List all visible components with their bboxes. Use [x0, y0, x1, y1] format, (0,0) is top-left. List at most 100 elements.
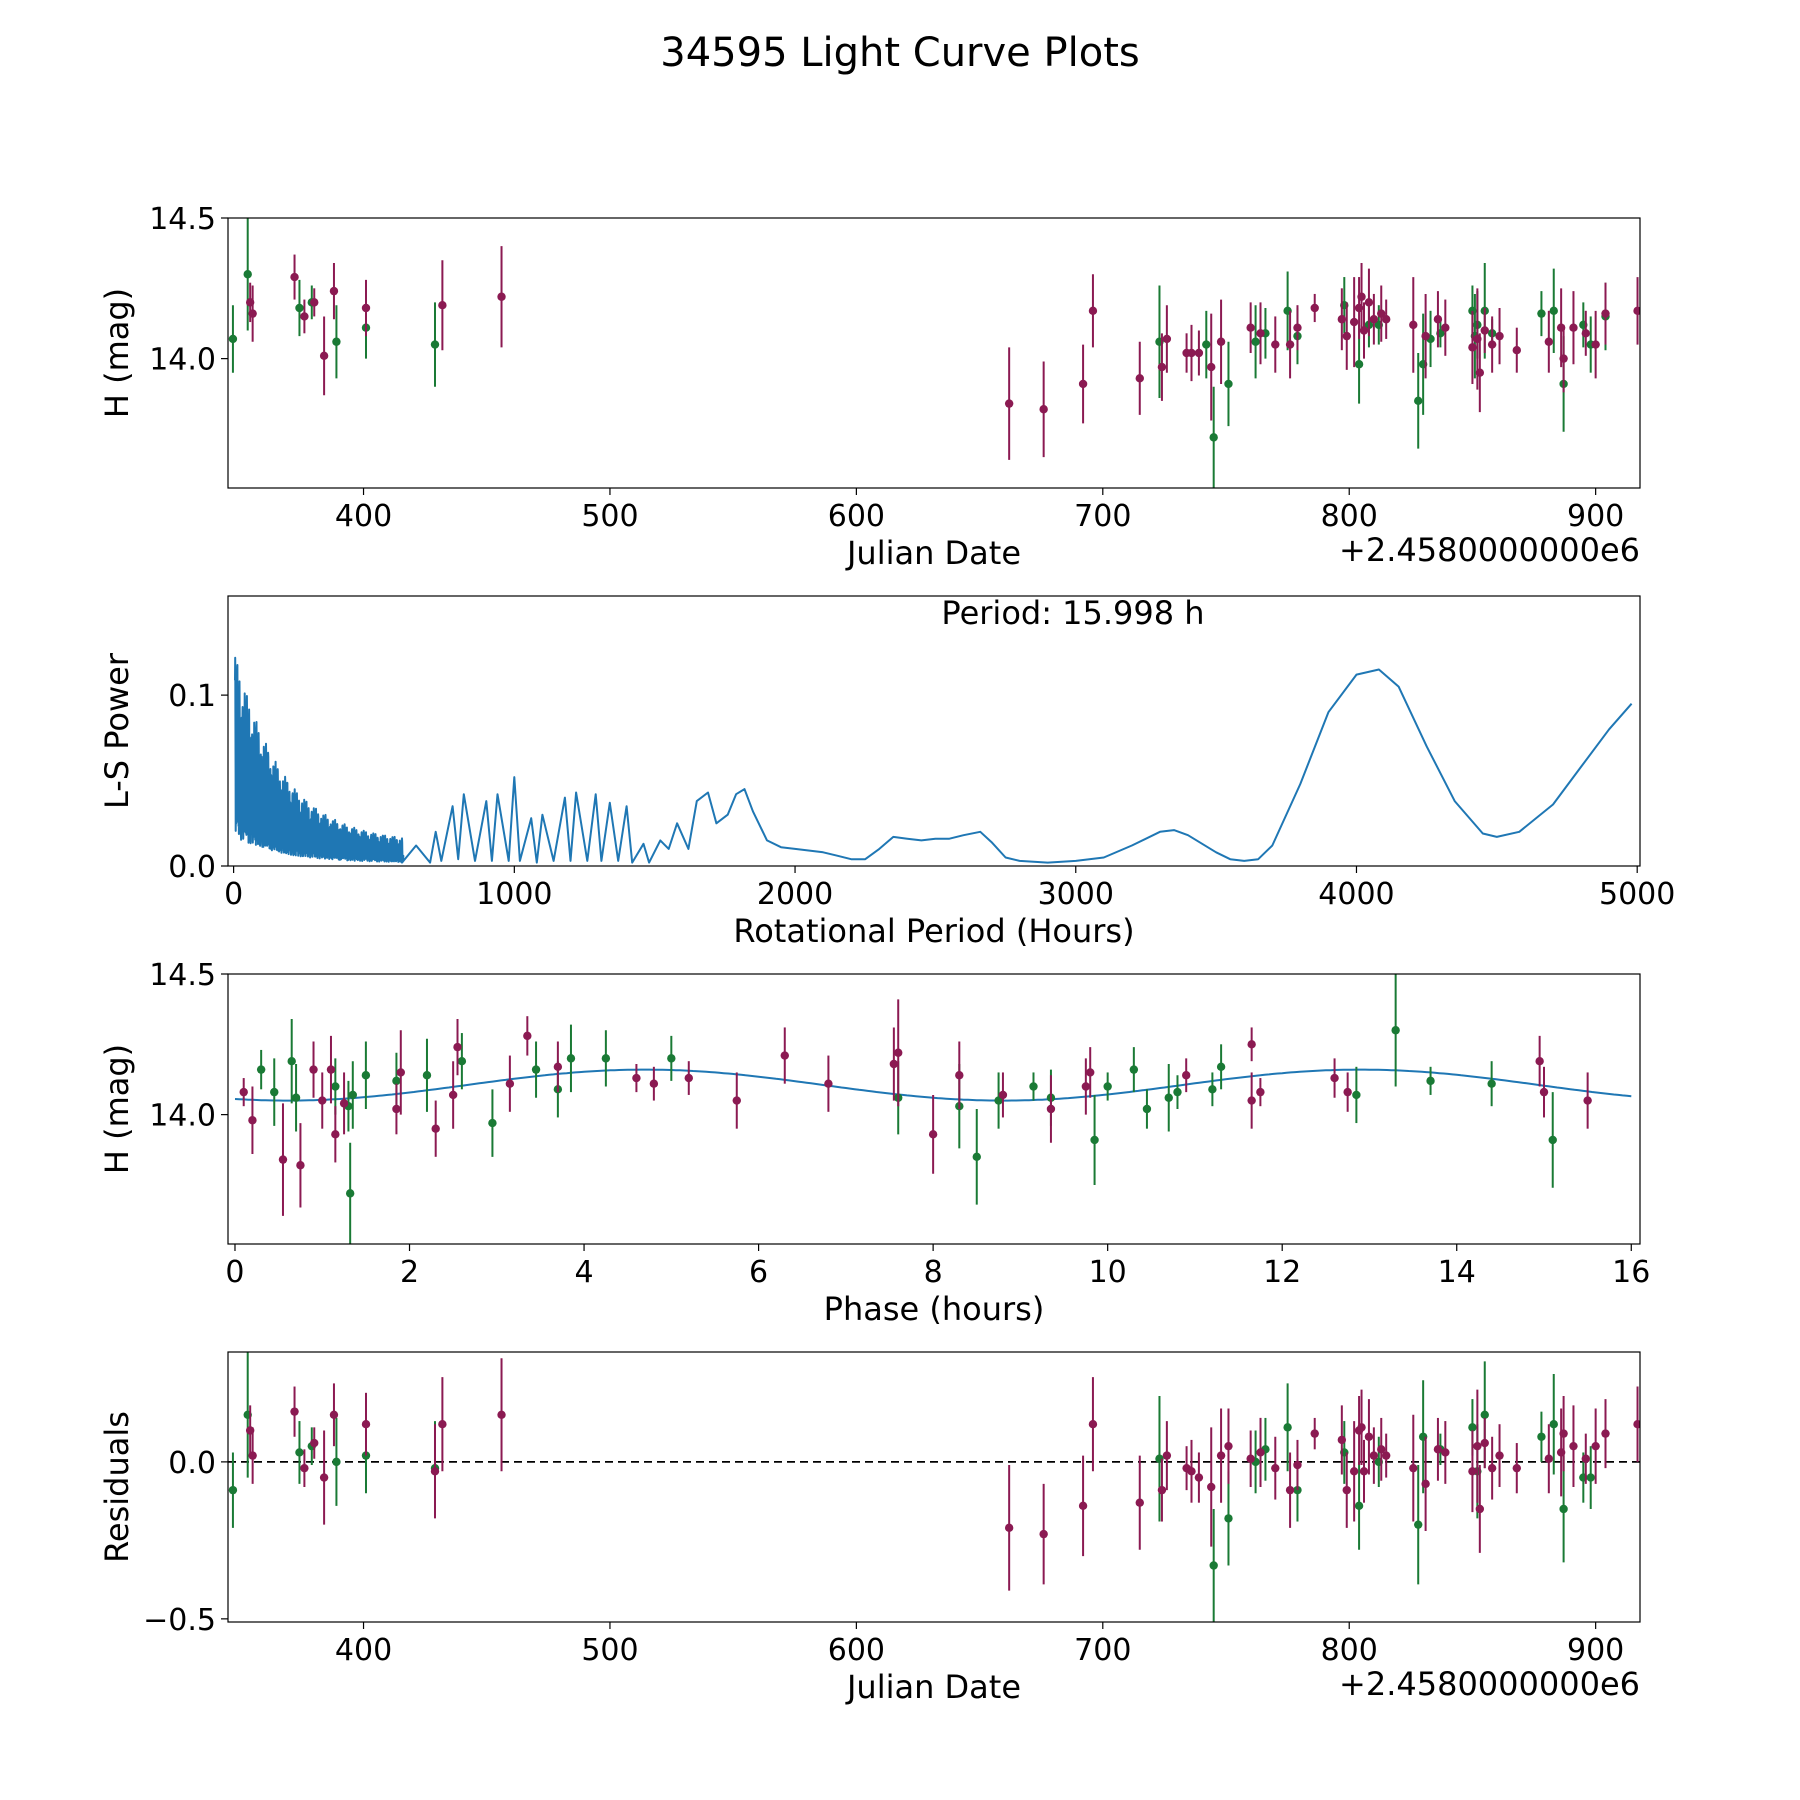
data-point-magenta: [1247, 1040, 1256, 1049]
data-point-green: [1129, 1065, 1139, 1074]
data-point-magenta: [1364, 298, 1374, 307]
data-point-magenta: [497, 1410, 506, 1419]
data-point-green: [1090, 1135, 1099, 1145]
data-point-magenta: [248, 1116, 257, 1125]
data-point-magenta: [1377, 1445, 1386, 1454]
data-point-green: [1293, 1485, 1302, 1495]
data-point-magenta: [438, 1420, 447, 1429]
data-point-green: [228, 334, 238, 344]
data-point-green: [1173, 1087, 1182, 1097]
data-point-magenta: [1441, 323, 1450, 332]
data-point-magenta: [1256, 1448, 1265, 1457]
data-point-green: [332, 1457, 341, 1467]
data-point-magenta: [1256, 1087, 1265, 1097]
data-point-magenta: [1512, 345, 1521, 355]
data-point-magenta: [1349, 317, 1359, 327]
x-tick-label: 900: [1567, 1633, 1624, 1668]
data-point-magenta: [1078, 1501, 1088, 1511]
data-point-magenta: [955, 1071, 964, 1080]
data-point-magenta: [1157, 1485, 1167, 1495]
periodogram-axes-frame: [227, 595, 1641, 867]
data-point-magenta: [632, 1073, 641, 1083]
data-point-magenta: [1487, 1463, 1497, 1473]
data-point-green: [488, 1118, 497, 1128]
data-point-magenta: [497, 292, 506, 301]
x-tick-label: 800: [1321, 1633, 1378, 1668]
data-point-magenta: [1480, 1438, 1489, 1448]
data-point-magenta: [319, 351, 329, 361]
data-point-green: [1142, 1104, 1152, 1114]
x-tick-label: 16: [1612, 1255, 1650, 1290]
x-offset-text: +2.4580000000e6: [1339, 531, 1640, 569]
figure-title: 34595 Light Curve Plots: [660, 30, 1139, 76]
data-point-magenta: [1409, 1463, 1418, 1473]
x-tick-label: 0: [224, 877, 243, 912]
data-point-magenta: [1310, 1429, 1319, 1438]
data-point-magenta: [1078, 379, 1088, 389]
data-point-green: [430, 340, 440, 349]
y-tick-label: 0.0: [168, 1446, 216, 1481]
data-point-green: [1480, 1410, 1489, 1419]
data-point-green: [1164, 1093, 1173, 1102]
x-tick-label: 3000: [1038, 877, 1114, 912]
data-point-magenta: [1583, 1096, 1592, 1105]
data-point-magenta: [318, 1096, 327, 1105]
data-point-green: [972, 1152, 981, 1162]
data-point-magenta: [1293, 323, 1302, 332]
data-point-magenta: [300, 1463, 309, 1473]
data-point-magenta: [1337, 1435, 1347, 1445]
data-point-green: [1352, 1090, 1361, 1100]
data-point-green: [1224, 1514, 1233, 1523]
data-point-magenta: [1381, 315, 1391, 324]
data-point-green: [1209, 433, 1218, 442]
data-point-magenta: [1246, 1454, 1255, 1463]
data-point-green: [345, 1189, 355, 1198]
data-point-magenta: [1421, 1479, 1430, 1489]
data-point-magenta: [1293, 1460, 1302, 1470]
data-point-green: [422, 1071, 432, 1080]
data-point-green: [1283, 1423, 1292, 1432]
x-tick-label: 4000: [1318, 877, 1394, 912]
data-point-magenta: [1187, 1467, 1196, 1476]
data-point-magenta: [649, 1079, 659, 1088]
data-point-green: [1487, 1079, 1496, 1088]
data-point-magenta: [1207, 362, 1216, 372]
data-point-magenta: [296, 1161, 305, 1170]
data-point-magenta: [1421, 331, 1430, 341]
data-point-magenta: [339, 1099, 349, 1108]
data-point-green: [1354, 1501, 1364, 1511]
data-point-magenta: [1381, 1451, 1391, 1460]
data-point-magenta: [1342, 331, 1351, 341]
data-point-magenta: [1559, 354, 1568, 363]
data-point-green: [228, 1485, 238, 1495]
y-tick-label: 14.5: [149, 958, 216, 993]
data-point-magenta: [998, 1090, 1008, 1100]
data-point-green: [1586, 1473, 1595, 1482]
y-tick-label: 0.1: [168, 679, 216, 714]
data-point-magenta: [824, 1079, 833, 1088]
x-tick-label: 600: [828, 1633, 885, 1668]
data-point-magenta: [290, 1407, 299, 1416]
data-point-magenta: [1487, 340, 1497, 349]
data-point-magenta: [430, 1467, 440, 1476]
data-point-magenta: [894, 1048, 903, 1057]
data-point-magenta: [1535, 1056, 1544, 1066]
x-offset-text: +2.4580000000e6: [1339, 1665, 1640, 1703]
data-point-green: [1537, 1432, 1546, 1441]
data-point-magenta: [1157, 362, 1167, 372]
data-point-green: [348, 1090, 357, 1100]
x-tick-label: 600: [828, 499, 885, 534]
data-point-magenta: [1271, 1463, 1280, 1473]
data-point-magenta: [319, 1473, 329, 1482]
y-axis-label: L-S Power: [98, 652, 136, 809]
data-point-magenta: [1187, 348, 1196, 358]
x-axis-label: Julian Date: [845, 534, 1021, 572]
data-point-magenta: [1285, 340, 1295, 349]
residuals-axes-frame: [227, 1351, 1641, 1623]
data-point-green: [361, 1071, 371, 1080]
x-tick-label: 500: [581, 1633, 638, 1668]
data-point-magenta: [1194, 348, 1204, 358]
data-point-magenta: [1473, 1441, 1482, 1451]
data-point-green: [1549, 306, 1558, 316]
data-point-green: [392, 1076, 401, 1086]
